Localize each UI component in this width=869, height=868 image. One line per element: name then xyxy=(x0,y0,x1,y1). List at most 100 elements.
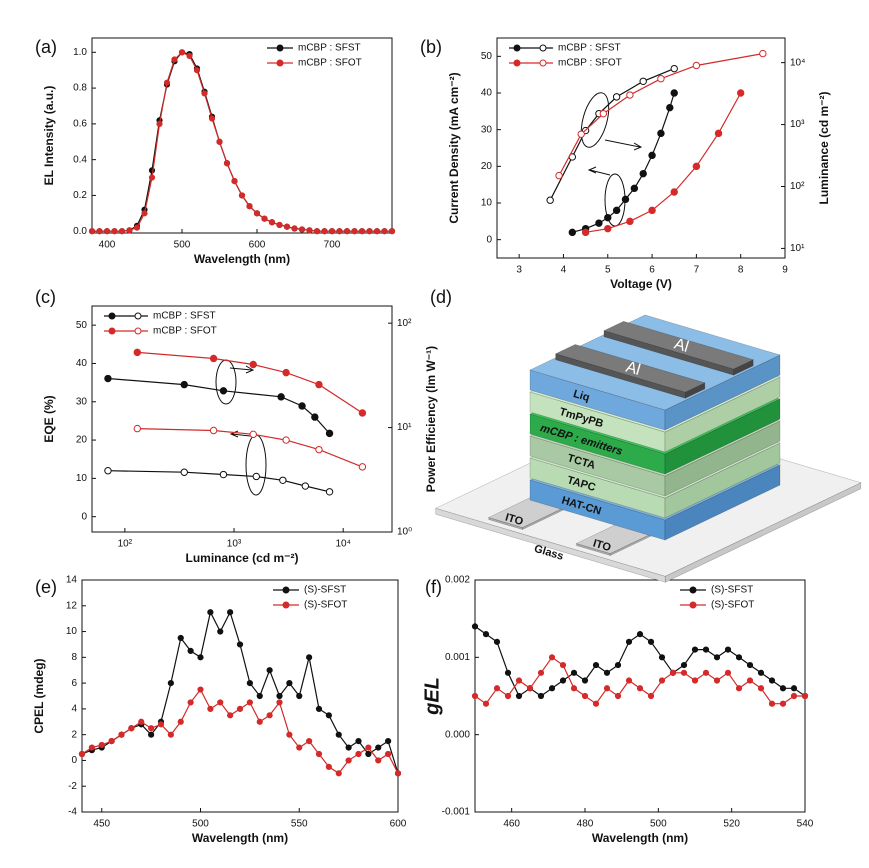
y-tick-label: 0.4 xyxy=(73,154,87,165)
data-point xyxy=(163,79,171,86)
data-point xyxy=(249,430,257,439)
series-line xyxy=(474,656,805,705)
legend-label: mCBP : SFOT xyxy=(153,326,217,337)
data-point xyxy=(358,463,367,471)
data-point xyxy=(253,210,261,217)
data-point xyxy=(328,228,336,235)
data-point xyxy=(256,692,263,700)
data-point xyxy=(388,228,396,235)
y-axis-label: EQE (%) xyxy=(42,395,56,442)
data-point xyxy=(724,646,732,653)
data-point xyxy=(385,750,392,758)
y-tick-label: 30 xyxy=(76,396,88,407)
data-point xyxy=(104,467,112,475)
data-point xyxy=(471,692,479,700)
data-point xyxy=(118,731,125,738)
data-point xyxy=(306,738,313,745)
legend-marker xyxy=(108,312,116,320)
data-point xyxy=(98,741,105,749)
data-point xyxy=(768,700,776,707)
data-point xyxy=(504,669,512,676)
y2-axis-label: Power Efficiency (lm W⁻¹) xyxy=(424,346,438,492)
y-tick-label: 0.2 xyxy=(73,190,87,201)
data-point xyxy=(325,429,334,438)
y-tick-label: 1.0 xyxy=(73,47,87,58)
x-tick-label: 7 xyxy=(694,265,700,276)
data-point xyxy=(156,120,163,127)
y2-axis-label: Luminance (cd m⁻²) xyxy=(817,91,831,204)
data-point xyxy=(207,705,214,712)
y-tick-label: 40 xyxy=(76,358,88,369)
legend-label: mCBP : SFST xyxy=(298,43,361,54)
data-point xyxy=(559,661,567,669)
y-axis-label: CPEL (mdeg) xyxy=(32,658,46,733)
ellipse xyxy=(215,359,237,405)
data-point xyxy=(757,685,765,692)
legend-marker xyxy=(689,586,697,594)
panel-label: (b) xyxy=(420,37,442,57)
data-point xyxy=(779,700,787,707)
layer-label: Liq xyxy=(572,388,591,404)
data-point xyxy=(592,661,600,669)
data-point xyxy=(298,402,306,410)
arrow xyxy=(587,166,611,176)
y2-tick-label: 10⁰ xyxy=(397,527,412,538)
x-tick-label: 500 xyxy=(650,819,667,830)
data-point xyxy=(581,228,590,237)
data-point xyxy=(625,638,633,645)
y-tick-label: 10 xyxy=(481,198,493,209)
y-tick-label: 14 xyxy=(66,575,78,586)
layer-side xyxy=(664,420,781,497)
data-point xyxy=(227,609,234,616)
data-point xyxy=(178,49,186,56)
data-point xyxy=(276,699,283,706)
data-point xyxy=(343,228,351,235)
data-point xyxy=(548,654,556,661)
data-point xyxy=(626,217,634,226)
plot-frame xyxy=(91,305,393,533)
y-tick-label: 0 xyxy=(71,755,77,766)
data-point xyxy=(570,669,578,676)
data-point xyxy=(209,354,218,363)
data-point xyxy=(276,692,283,700)
data-point xyxy=(296,744,303,751)
data-point xyxy=(625,677,633,684)
plot-frame xyxy=(474,579,806,813)
data-point xyxy=(680,669,688,676)
y-tick-label: 2 xyxy=(71,729,77,740)
data-point xyxy=(335,731,342,738)
legend-label: mCBP : SFOT xyxy=(298,58,362,69)
data-point xyxy=(167,680,174,687)
y-tick-label: 20 xyxy=(481,161,493,172)
arrow xyxy=(604,139,643,151)
anode-label: ITO xyxy=(592,537,613,554)
x-tick-label: 600 xyxy=(390,819,407,830)
y-tick-label: 4 xyxy=(71,704,77,715)
legend-marker xyxy=(276,44,284,52)
data-point xyxy=(167,731,174,738)
data-point xyxy=(282,436,290,444)
data-point xyxy=(612,93,621,101)
data-point xyxy=(581,692,589,700)
y-tick-label: 0.000 xyxy=(445,729,470,740)
legend-label: (S)-SFST xyxy=(304,585,346,596)
y-tick-label: 12 xyxy=(66,600,78,611)
data-point xyxy=(351,228,358,235)
data-point xyxy=(639,77,647,85)
data-point xyxy=(266,712,273,719)
legend-marker xyxy=(513,44,521,52)
x-tick-label: 600 xyxy=(249,240,266,251)
data-point xyxy=(375,757,382,764)
layer-side xyxy=(664,376,781,453)
plot-frame xyxy=(81,579,399,813)
data-point xyxy=(568,228,577,237)
y-tick-label: 0 xyxy=(81,511,87,522)
data-point xyxy=(592,700,600,707)
data-point xyxy=(746,661,754,669)
data-point xyxy=(197,686,204,693)
x-tick-label: 550 xyxy=(291,819,308,830)
data-point xyxy=(493,638,501,645)
data-point xyxy=(104,374,112,383)
layer-side xyxy=(664,354,781,431)
